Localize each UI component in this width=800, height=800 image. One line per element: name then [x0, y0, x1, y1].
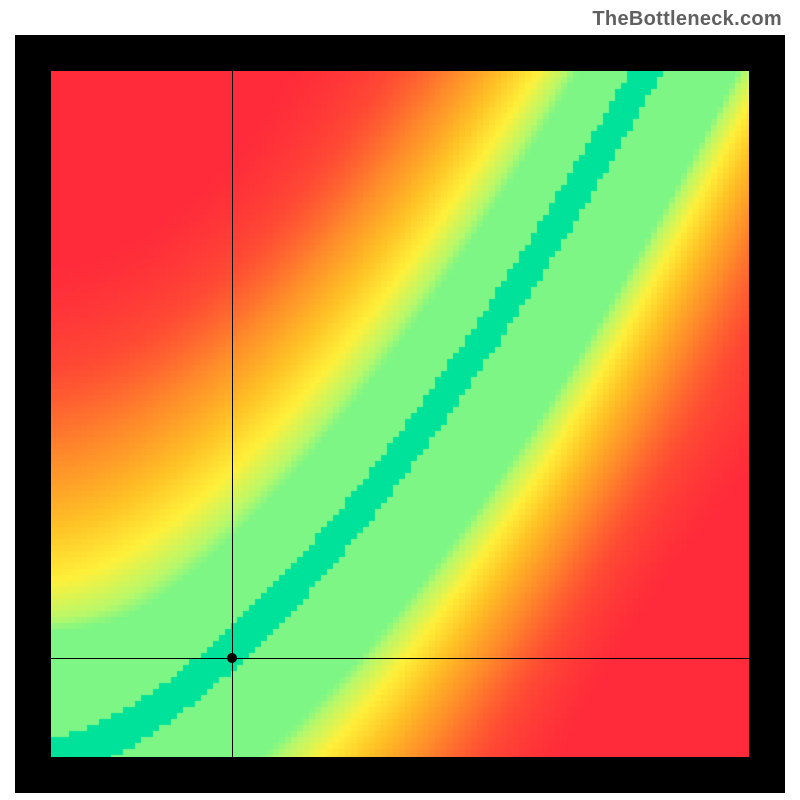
heatmap-canvas [51, 71, 749, 757]
plot-area [51, 71, 749, 757]
watermark-label: TheBottleneck.com [592, 8, 782, 31]
chart-container: TheBottleneck.com [0, 0, 800, 800]
crosshair-point [227, 653, 237, 663]
crosshair-horizontal [51, 658, 749, 659]
